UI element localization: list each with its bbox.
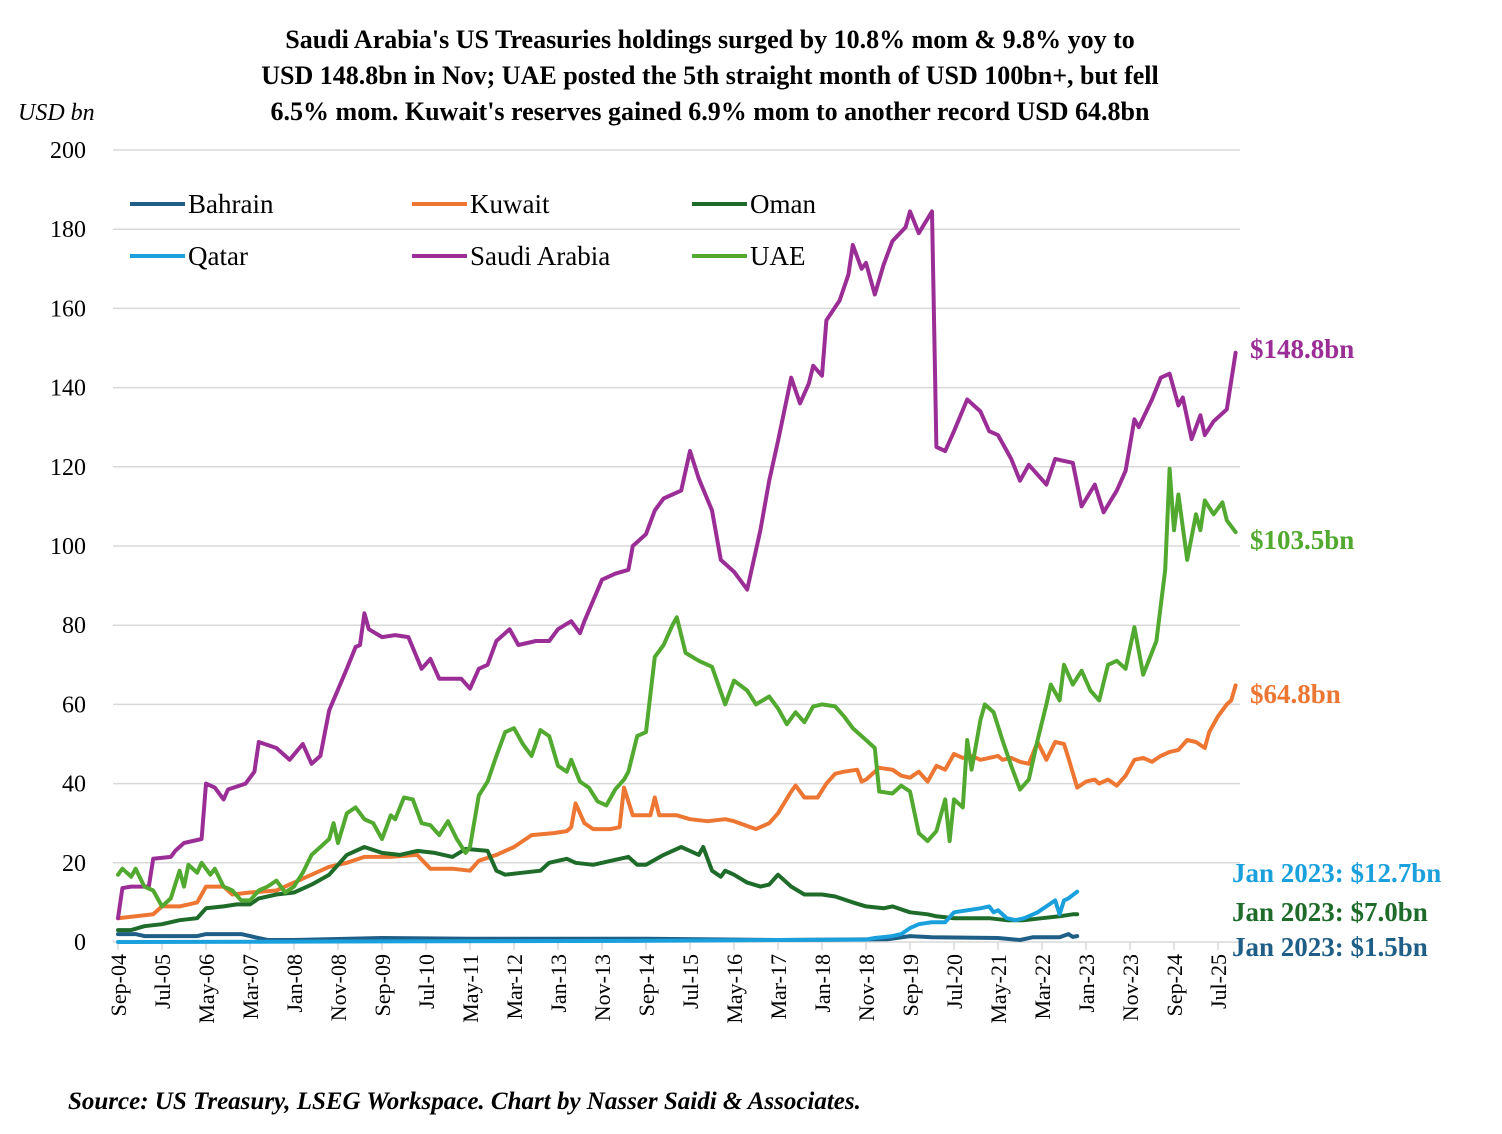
y-tick-label: 160 — [50, 296, 86, 322]
x-tick-label: Jan-08 — [282, 954, 307, 1013]
x-tick-label: Sep-24 — [1162, 954, 1187, 1016]
x-tick-label: Nov-08 — [326, 954, 351, 1021]
x-tick-label: May-16 — [722, 954, 747, 1024]
y-axis-unit-label: USD bn — [18, 100, 95, 126]
series-line-kuwait — [116, 683, 1238, 921]
legend-label: Saudi Arabia — [470, 241, 610, 271]
y-tick-label: 120 — [50, 455, 86, 481]
title-line-3: 6.5% mom. Kuwait's reserves gained 6.9% … — [270, 97, 1150, 126]
annotation-label: $148.8bn — [1250, 334, 1354, 364]
source-note: Source: US Treasury, LSEG Workspace. Cha… — [68, 1088, 861, 1115]
x-tick-label: Jul-20 — [942, 954, 967, 1009]
y-tick-label: 140 — [50, 376, 86, 402]
series-line-oman — [116, 845, 1080, 933]
legend-label: Qatar — [188, 241, 248, 271]
annotation-label: Jan 2023: $1.5bn — [1232, 932, 1428, 962]
x-tick-label: Jul-05 — [150, 954, 175, 1009]
x-tick-label: Jul-25 — [1206, 954, 1231, 1009]
title-line-1: Saudi Arabia's US Treasuries holdings su… — [285, 25, 1135, 54]
y-tick-label: 40 — [62, 772, 86, 798]
x-tick-label: May-21 — [986, 954, 1011, 1024]
series-line-qatar — [116, 889, 1080, 944]
x-tick-label: Jul-10 — [414, 954, 439, 1009]
x-tick-label: May-11 — [458, 954, 483, 1023]
x-tick-label: Mar-07 — [238, 954, 263, 1020]
y-tick-label: 0 — [74, 930, 86, 956]
y-tick-label: 80 — [62, 613, 86, 639]
x-tick-label: Sep-14 — [634, 954, 659, 1016]
x-tick-label: Jan-18 — [810, 954, 835, 1013]
annotation-label: Jan 2023: $12.7bn — [1232, 858, 1441, 888]
annotation-label: $103.5bn — [1250, 525, 1354, 555]
x-tick-label: Mar-12 — [502, 954, 527, 1020]
y-tick-label: 20 — [62, 851, 86, 877]
legend-label: Oman — [750, 189, 816, 219]
legend-label: Kuwait — [470, 189, 550, 219]
y-tick-label: 100 — [50, 534, 86, 560]
x-tick-label: Jan-13 — [546, 954, 571, 1013]
x-tick-label: Sep-09 — [370, 954, 395, 1016]
y-tick-label: 200 — [50, 138, 86, 164]
x-tick-label: Mar-17 — [766, 954, 791, 1020]
series-line-saudi-arabia — [116, 209, 1238, 921]
x-tick-label: May-06 — [194, 954, 219, 1024]
legend-label: Bahrain — [188, 189, 274, 219]
x-tick-label: Mar-22 — [1030, 954, 1055, 1020]
x-tick-label: Jul-15 — [678, 954, 703, 1009]
title-line-2: USD 148.8bn in Nov; UAE posted the 5th s… — [261, 61, 1159, 90]
legend-label: UAE — [750, 241, 806, 271]
x-tick-label: Nov-13 — [590, 954, 615, 1021]
chart-title: Saudi Arabia's US Treasuries holdings su… — [120, 22, 1300, 130]
y-tick-label: 60 — [62, 692, 86, 718]
annotation-label: $64.8bn — [1250, 679, 1341, 709]
x-tick-label: Sep-04 — [106, 954, 131, 1016]
x-tick-label: Jan-23 — [1074, 954, 1099, 1013]
x-tick-label: Nov-18 — [854, 954, 879, 1021]
x-tick-label: Sep-19 — [898, 954, 923, 1016]
x-tick-label: Nov-23 — [1118, 954, 1143, 1021]
annotation-label: Jan 2023: $7.0bn — [1232, 897, 1428, 927]
y-tick-label: 180 — [50, 217, 86, 243]
series-line-uae — [116, 466, 1238, 909]
